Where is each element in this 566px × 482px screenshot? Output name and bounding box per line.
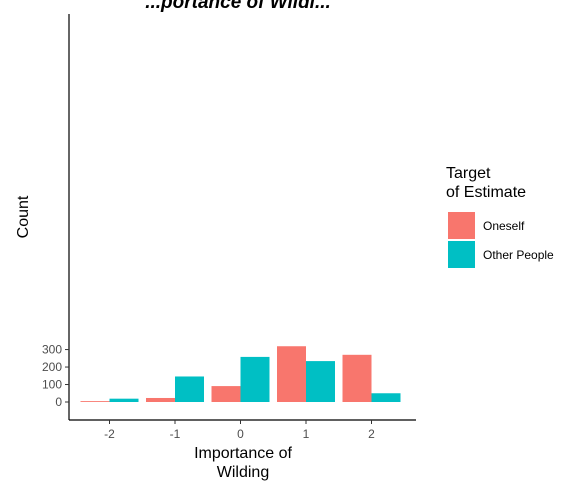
legend-swatch-oneself [448,212,475,239]
legend: Target of Estimate Oneself Other People [446,165,554,268]
legend-items-group: Oneself Other People [448,212,554,268]
bar-other-people-1 [306,361,335,402]
x-axis-title-line1: Importance of [194,445,292,462]
legend-swatch-other-people [448,241,475,268]
bar-other-people-0 [240,356,270,402]
bar-other-people-2 [371,393,401,402]
x-tick-label: 0 [237,427,244,441]
bar-oneself-0 [211,386,241,402]
x-tick-label: -1 [170,427,181,441]
y-tick-label: 100 [42,378,62,392]
bar-other-people--2 [109,398,139,402]
y-tick-label: 0 [55,395,62,409]
legend-title-line2: of Estimate [446,184,526,201]
x-tick-label: -2 [104,427,115,441]
legend-label-other-people: Other People [483,248,554,262]
legend-label-oneself: Oneself [483,219,525,233]
y-tick-label: 200 [42,360,62,374]
bar-oneself-1 [277,346,306,402]
bar-other-people--1 [175,376,204,402]
legend-title-line1: Target [446,165,491,182]
chart-title: ...portance of Wildi... [145,0,331,13]
x-axis-title-line2: Wilding [217,464,269,481]
x-tick-label: 2 [368,427,375,441]
bar-oneself--1 [146,397,175,402]
y-tick-label: 300 [42,343,62,357]
bars-group [80,346,401,402]
x-tick-label: 1 [303,427,310,441]
x-ticks-group: -2 -1 0 1 2 [104,420,375,441]
y-ticks-group: 0 100 200 300 [42,343,69,409]
bar-oneself-2 [342,354,372,402]
bar-oneself--2 [80,401,110,402]
y-axis-title: Count [15,195,32,238]
